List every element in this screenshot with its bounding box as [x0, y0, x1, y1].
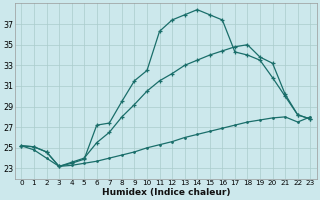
X-axis label: Humidex (Indice chaleur): Humidex (Indice chaleur) [101, 188, 230, 197]
